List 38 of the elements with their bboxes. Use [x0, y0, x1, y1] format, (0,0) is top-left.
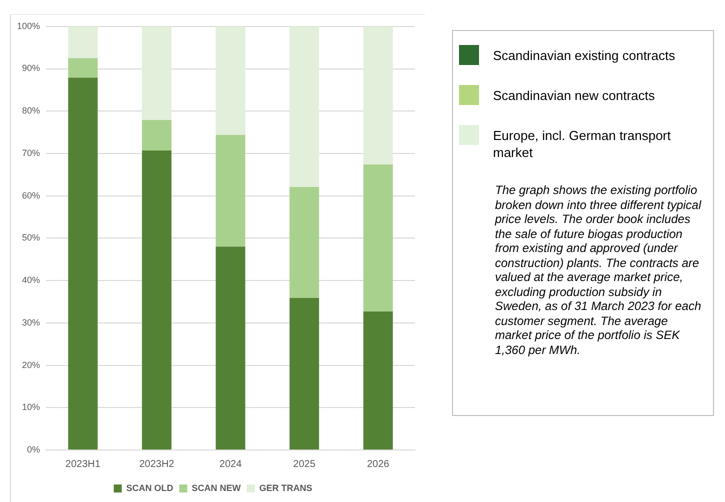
legend-label: SCAN OLD — [126, 482, 174, 493]
y-tick-label: 30% — [22, 317, 40, 328]
y-tick-label: 20% — [22, 360, 40, 370]
legend-label: GER TRANS — [259, 482, 312, 493]
y-tick-label: 80% — [22, 106, 40, 116]
bar — [68, 26, 98, 58]
x-tick-label: 2026 — [366, 458, 390, 470]
bar — [363, 26, 393, 164]
x-tick-label: 2023H1 — [65, 458, 101, 470]
x-tick-label: 2023H2 — [139, 458, 175, 470]
bar — [216, 134, 246, 247]
category-label: Scandinavian new contracts — [493, 87, 655, 104]
y-tick-label: 90% — [22, 63, 40, 74]
bar — [142, 150, 172, 450]
bar — [142, 120, 172, 151]
bar — [142, 26, 172, 120]
bar — [290, 186, 320, 298]
category-label: Scandinavian existing contracts — [493, 47, 676, 64]
bar — [68, 58, 98, 78]
bar — [363, 164, 393, 312]
y-tick-label: 10% — [22, 402, 40, 412]
y-tick-label: 0% — [27, 444, 40, 454]
bar — [216, 26, 246, 135]
bar — [216, 246, 246, 450]
y-tick-label: 40% — [22, 275, 40, 286]
bar — [290, 26, 320, 187]
x-tick-label: 2025 — [293, 458, 316, 470]
bar — [290, 298, 320, 450]
legend-label: SCAN NEW — [192, 482, 242, 493]
category-label: Europe, incl. German transport market — [493, 127, 672, 161]
y-tick-label: 60% — [22, 190, 40, 200]
y-tick-label: 50% — [22, 232, 40, 243]
y-tick-label: 70% — [22, 148, 40, 158]
y-tick-label: 100% — [16, 20, 40, 31]
x-tick-label: 2024 — [219, 458, 242, 470]
bar — [68, 78, 98, 450]
text: The graph shows the existing portfolio broken down into three different typical price levels. The order book includes the sale of future biogas production from existing and approved (under construction) plants. The contracts are valued at the average market price, excluding production subsidy in Sweden, as of 31 March 2023 for each customer segment. The average market price of the portfolio is SEK 1,360 per MWh. — [495, 183, 702, 356]
bar — [363, 311, 393, 450]
